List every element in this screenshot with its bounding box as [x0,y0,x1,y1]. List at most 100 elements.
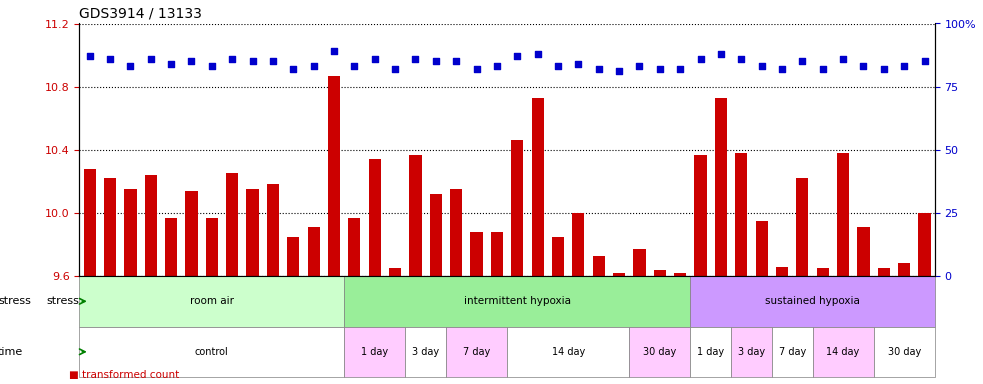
Bar [491,232,503,276]
Point [387,66,403,72]
Bar [369,159,380,276]
Point [285,66,301,72]
Point [693,56,709,62]
Point [754,63,770,70]
Text: GDS3914 / 13133: GDS3914 / 13133 [80,7,202,21]
Point [733,56,749,62]
Bar [572,213,585,276]
Text: 3 day: 3 day [412,347,439,357]
Bar [165,218,177,276]
Point [245,58,260,65]
Bar [613,273,625,276]
Point [611,68,627,74]
Point [204,63,220,70]
Point [102,56,118,62]
FancyBboxPatch shape [446,326,507,377]
Bar [735,153,747,276]
Bar [205,218,218,276]
Point [163,61,179,67]
Text: room air: room air [190,296,234,306]
Bar [186,191,198,276]
Bar [715,98,727,276]
Point [428,58,443,65]
Bar [247,189,259,276]
Bar [918,213,931,276]
Text: intermittent hypoxia: intermittent hypoxia [464,296,571,306]
Text: 1 day: 1 day [697,347,724,357]
Point [265,58,281,65]
Text: 7 day: 7 day [779,347,806,357]
Bar [694,154,707,276]
Bar [409,154,422,276]
Text: stress: stress [0,296,30,306]
Point [672,66,688,72]
Point [469,66,485,72]
Point [490,63,505,70]
FancyBboxPatch shape [690,276,935,326]
Bar [266,184,279,276]
Point [367,56,382,62]
Bar [226,174,238,276]
FancyBboxPatch shape [80,276,344,326]
Bar [674,273,686,276]
Bar [796,178,808,276]
Bar [84,169,95,276]
FancyBboxPatch shape [80,326,344,377]
Bar [471,232,483,276]
Point [652,66,667,72]
Text: time: time [0,347,24,357]
Bar [551,237,564,276]
Bar [898,263,910,276]
Point [448,58,464,65]
Point [82,53,97,60]
Text: 7 day: 7 day [463,347,491,357]
Point [326,48,342,55]
Point [123,63,139,70]
Point [347,63,363,70]
Point [224,56,240,62]
FancyBboxPatch shape [344,276,690,326]
FancyBboxPatch shape [405,326,446,377]
Bar [837,153,849,276]
Point [570,61,586,67]
Bar [817,268,829,276]
Text: 1 day: 1 day [361,347,388,357]
Point [836,56,851,62]
Point [815,66,831,72]
Text: ■ transformed count: ■ transformed count [69,370,179,380]
Bar [776,266,788,276]
Point [896,63,912,70]
FancyBboxPatch shape [507,326,629,377]
FancyBboxPatch shape [344,326,405,377]
Bar [654,270,665,276]
Point [855,63,871,70]
Point [408,56,424,62]
Bar [389,268,401,276]
Text: 30 day: 30 day [643,347,676,357]
FancyBboxPatch shape [690,326,731,377]
Point [306,63,321,70]
Bar [430,194,442,276]
Bar [511,140,523,276]
Point [509,53,525,60]
FancyBboxPatch shape [731,326,772,377]
Text: 30 day: 30 day [888,347,921,357]
FancyBboxPatch shape [813,326,874,377]
Bar [878,268,890,276]
Point [143,56,158,62]
Point [550,63,566,70]
Bar [287,237,300,276]
Bar [857,227,870,276]
Point [713,51,728,57]
Bar [450,189,462,276]
Text: 14 day: 14 day [551,347,585,357]
Bar [756,221,768,276]
Bar [633,249,646,276]
Bar [145,175,157,276]
FancyBboxPatch shape [874,326,935,377]
Text: sustained hypoxia: sustained hypoxia [765,296,860,306]
Bar [348,218,361,276]
Text: control: control [195,347,229,357]
Point [794,58,810,65]
Point [184,58,200,65]
